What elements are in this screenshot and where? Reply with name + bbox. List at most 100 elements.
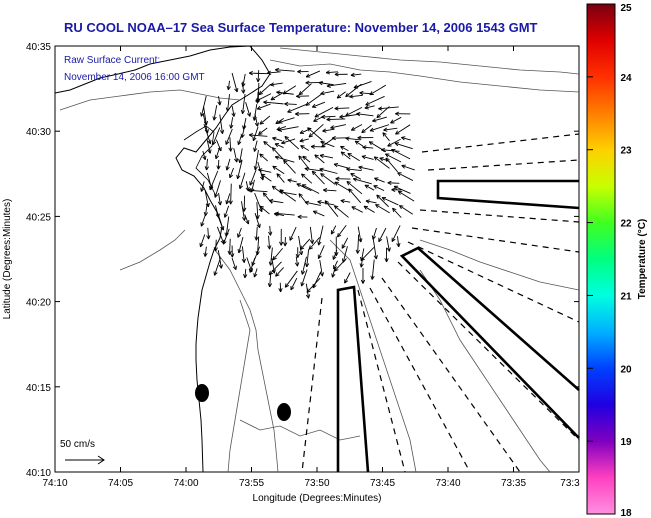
current-vector <box>350 72 362 78</box>
station-marker <box>277 403 291 421</box>
colorbar-tick-label: 25 <box>620 3 632 14</box>
current-vector <box>259 153 268 162</box>
current-vector <box>272 136 283 142</box>
current-vector <box>311 170 325 185</box>
current-vector <box>249 169 257 186</box>
current-vector <box>307 127 323 141</box>
current-vector <box>391 187 402 192</box>
scale-label: 50 cm/s <box>60 439 95 450</box>
colorbar-ticks: 25 24 23 22 21 20 19 18 <box>587 3 632 518</box>
current-vector <box>397 190 415 202</box>
x-tick-label: 74:10 <box>42 478 67 489</box>
current-vector <box>333 163 350 169</box>
current-vector <box>384 247 389 263</box>
colorbar-tick-label: 20 <box>620 364 632 375</box>
current-vector <box>298 235 304 256</box>
x-axis: 74:10 74:05 74:00 73:55 73:50 73:45 73:40 73:35… <box>42 46 580 489</box>
current-vector <box>375 204 390 214</box>
current-vector <box>213 239 218 252</box>
current-vector <box>350 173 362 180</box>
current-vector <box>199 234 206 248</box>
current-vector <box>274 155 295 163</box>
current-vector <box>274 211 295 216</box>
current-vector <box>361 124 372 134</box>
x-tick-label: 73:40 <box>435 478 460 489</box>
colorbar-tick-label: 18 <box>620 508 632 518</box>
current-vector <box>396 236 401 248</box>
depth-contour-4 <box>214 249 279 473</box>
current-vector <box>212 127 221 146</box>
chart-title: RU COOL NOAA–17 Sea Surface Temperature:… <box>64 20 538 35</box>
current-vector <box>278 117 295 124</box>
current-vector <box>300 269 308 287</box>
y-tick-label: 40:20 <box>26 298 51 309</box>
current-vector <box>281 138 296 145</box>
x-tick-label: 73:50 <box>304 478 329 489</box>
current-vector <box>308 236 321 250</box>
current-vector <box>297 214 308 220</box>
current-vector <box>363 205 375 213</box>
current-vector <box>320 90 335 96</box>
colorbar-label: Temperature (°C) <box>637 219 648 300</box>
current-vector <box>339 113 360 119</box>
current-vector <box>401 164 415 171</box>
current-vector <box>365 95 385 106</box>
current-vector <box>306 277 321 293</box>
current-vector <box>276 90 294 95</box>
current-vector <box>237 236 244 254</box>
scale-arrow <box>65 455 105 465</box>
current-vector <box>283 159 296 174</box>
current-vector <box>398 205 414 215</box>
current-vector <box>359 90 373 96</box>
surface-current-vectors <box>199 67 415 299</box>
current-vector <box>241 246 246 263</box>
current-vector <box>323 188 337 193</box>
current-vector <box>314 154 325 164</box>
current-vector <box>284 101 297 107</box>
current-vector <box>298 155 310 170</box>
current-vector <box>385 153 402 163</box>
current-vector <box>249 257 256 273</box>
current-vector <box>324 200 339 217</box>
current-vector <box>319 259 325 277</box>
current-vector <box>310 144 325 149</box>
current-vector <box>365 199 377 204</box>
current-vector <box>385 157 398 173</box>
current-vector <box>357 135 374 140</box>
current-vector <box>258 83 271 96</box>
current-vector <box>401 136 411 141</box>
current-vector <box>346 167 362 172</box>
current-vector <box>229 167 234 179</box>
current-vector <box>348 188 362 204</box>
current-vector <box>272 247 284 261</box>
map-layer: Raw Surface Current: November 14, 2006 1… <box>54 45 580 473</box>
current-vector <box>279 189 297 202</box>
current-vector <box>294 111 310 117</box>
x-tick-label: 74:00 <box>173 478 198 489</box>
current-vector <box>319 153 334 159</box>
current-vector <box>278 282 283 293</box>
current-vector <box>206 138 212 154</box>
current-vector <box>209 170 219 191</box>
current-vector <box>386 236 391 252</box>
current-vector <box>238 172 246 190</box>
current-vector <box>334 181 351 192</box>
current-vector <box>296 94 310 99</box>
current-vector <box>271 185 281 193</box>
depth-contour-3 <box>59 89 241 111</box>
current-vector <box>317 245 325 259</box>
current-vector <box>225 94 231 112</box>
current-vector <box>378 227 387 243</box>
current-vector <box>353 81 372 89</box>
colorbar-tick-label: 19 <box>620 437 632 448</box>
bay-shoreline <box>183 125 217 197</box>
current-vector <box>351 206 363 213</box>
colorbar-tick-label: 24 <box>620 73 632 84</box>
current-vector <box>359 257 364 268</box>
current-vector <box>253 268 258 278</box>
current-vector <box>216 159 221 170</box>
depth-contour-2 <box>279 47 580 75</box>
current-vector <box>346 180 363 195</box>
current-vector <box>228 137 233 152</box>
current-vector <box>228 183 233 205</box>
